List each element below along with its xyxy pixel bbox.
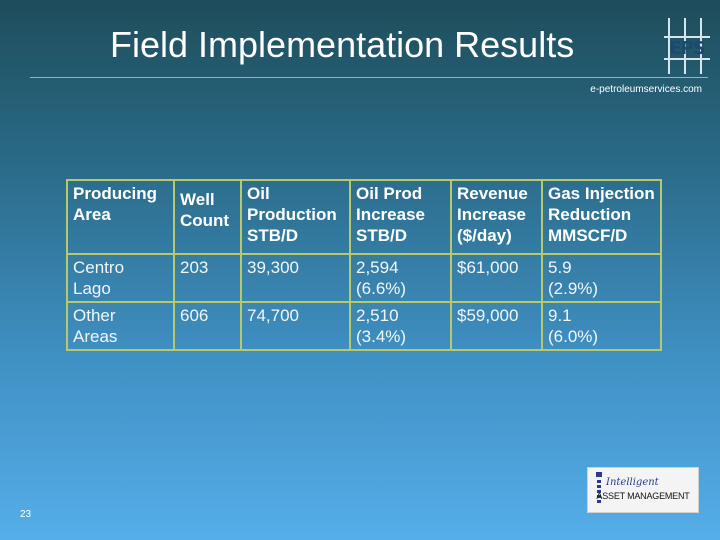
page-number: 23 [20,509,32,520]
iam-logo-line2: ASSET MANAGEMENT [596,491,690,501]
table-row: Centro Lago 203 39,300 2,594 (6.6%) $61,00… [66,253,662,303]
cell-area: Centro Lago [66,253,175,303]
table-header-row: Producing Area Well Count Oil Production… [66,179,662,255]
cell-oil-prod-increase: 2,594 (6.6%) [349,253,452,303]
table-row: Other Areas 606 74,700 2,510 (3.4%) $59,00… [66,301,662,351]
iam-logo-line1: Intelligent [606,477,659,488]
cell-area: Other Areas [66,301,175,351]
cell-oil-production: 39,300 [240,253,351,303]
header-revenue-increase: Revenue Increase ($/day) [450,179,543,255]
slide-title: Field Implementation Results [110,24,575,65]
cell-well-count: 606 [173,301,242,351]
header-gas-injection-reduction: Gas Injection Reduction MMSCF/D [541,179,662,255]
results-table: Producing Area Well Count Oil Production… [66,179,662,351]
cell-gas-injection-reduction: 9.1 (6.0%) [541,301,662,351]
iam-mark-icon [596,472,602,503]
cell-oil-production: 74,700 [240,301,351,351]
intelligent-asset-management-logo: Intelligent ASSET MANAGEMENT [587,467,699,513]
header-oil-production: Oil Production STB/D [240,179,351,255]
cell-well-count: 203 [173,253,242,303]
cell-gas-injection-reduction: 5.9 (2.9%) [541,253,662,303]
header-well-count: Well Count [173,179,242,255]
eps-logo: EPS [664,18,710,74]
cell-revenue-increase: $59,000 [450,301,543,351]
header-producing-area: Producing Area [66,179,175,255]
website-url: e-petroleumservices.com [590,84,702,95]
eps-logo-text: EPS [669,38,705,59]
cell-revenue-increase: $61,000 [450,253,543,303]
title-divider [30,77,708,78]
cell-oil-prod-increase: 2,510 (3.4%) [349,301,452,351]
header-oil-prod-increase: Oil Prod Increase STB/D [349,179,452,255]
